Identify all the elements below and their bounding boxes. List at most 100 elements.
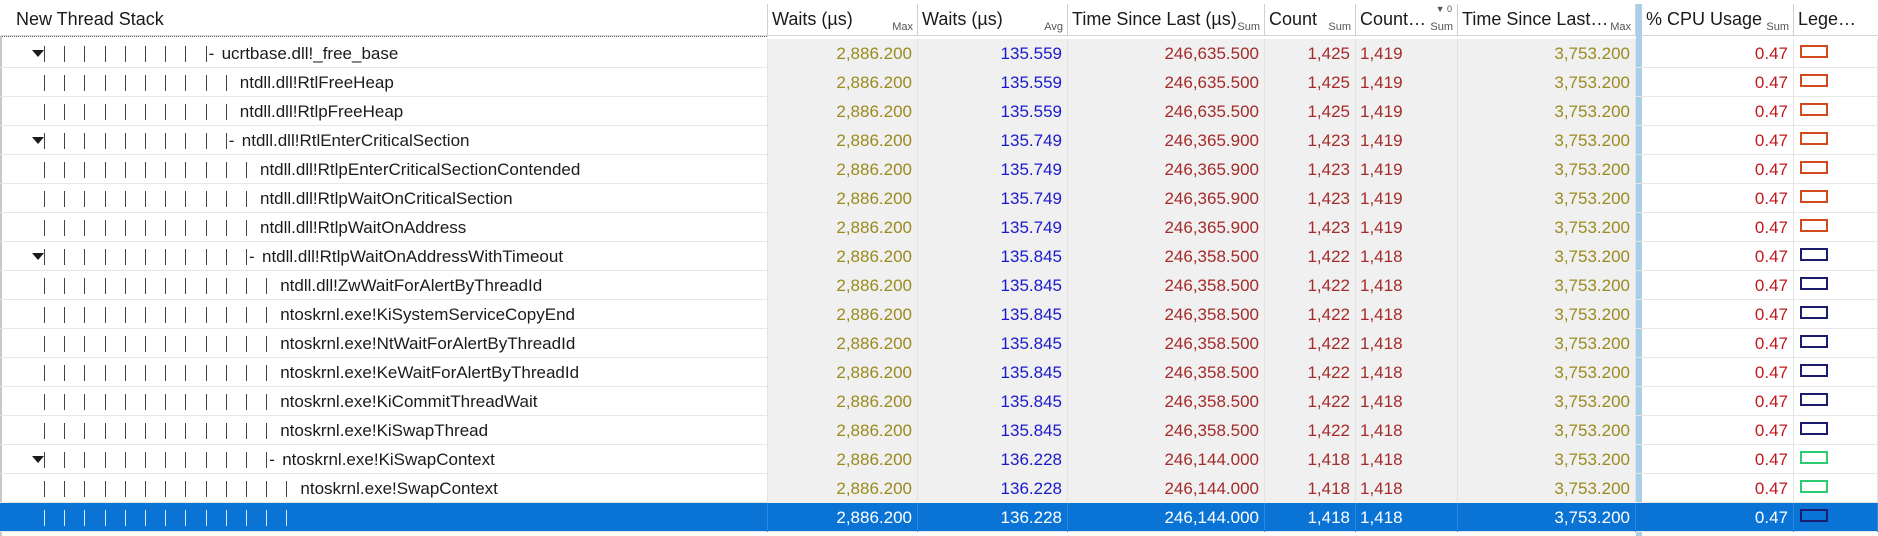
cell-stack[interactable]: - ntoskrnl.exe!KiSwapContext bbox=[12, 445, 768, 474]
tree-guide-line bbox=[145, 423, 146, 439]
cell-stack[interactable]: ntoskrnl.exe!KiSystemServiceCopyEnd bbox=[12, 300, 768, 329]
tree-guide-line bbox=[84, 394, 86, 410]
tree-guide-line bbox=[84, 365, 86, 381]
table-row[interactable]: ntoskrnl.exe!NtWaitForAlertByThreadId 2,8… bbox=[0, 329, 1878, 358]
col-header-agg: Max bbox=[892, 21, 913, 33]
table-row[interactable]: ntdll.dll!RtlFreeHeap 2,886.200 135.559 246… bbox=[0, 68, 1878, 97]
tree-guide-line bbox=[205, 162, 207, 178]
legend-swatch bbox=[1800, 277, 1828, 290]
cell-time-since-last-max: 3,753.200 bbox=[1458, 474, 1636, 503]
col-header-label: New Thread Stack bbox=[16, 9, 164, 29]
tree-guide-line bbox=[225, 365, 227, 381]
tree-guide-line bbox=[44, 249, 45, 265]
tree-guide-line bbox=[185, 307, 187, 323]
col-header-count-sum[interactable]: Count Sum bbox=[1265, 4, 1356, 36]
cell-time-since-last-max: 3,753.200 bbox=[1458, 155, 1636, 184]
cell-stack[interactable]: ntoskrnl.exe!NtWaitForAlertByThreadId bbox=[12, 329, 768, 358]
tree-guide-line bbox=[145, 191, 146, 207]
tree-guide-line bbox=[124, 510, 126, 526]
cell-stack[interactable]: ntdll.dll!RtlpWaitOnAddress bbox=[12, 213, 768, 242]
col-header-legend[interactable]: Lege… bbox=[1794, 4, 1878, 36]
table-row[interactable]: ntoskrnl.exe!KiCommitThreadWait 2,886.200… bbox=[0, 387, 1878, 416]
tree-guide-line bbox=[124, 249, 126, 265]
cell-waits-avg: 135.749 bbox=[918, 184, 1068, 213]
tree-guide-line bbox=[44, 452, 45, 468]
cell-stack[interactable]: ntoskrnl.exe!KeWaitForAlertByThreadId bbox=[12, 358, 768, 387]
cell-waits-avg: 135.749 bbox=[918, 213, 1068, 242]
cell-stack[interactable]: ntdll.dll!RtlpFreeHeap bbox=[12, 97, 768, 126]
tree-guide-line bbox=[104, 452, 106, 468]
tree-guide-line bbox=[165, 307, 167, 323]
stack-frame-label: ntoskrnl.exe!KiSwapThread bbox=[280, 421, 489, 440]
cell-waits-avg: 135.845 bbox=[918, 387, 1068, 416]
cell-stack[interactable]: - ntdll.dll!RtlEnterCriticalSection bbox=[12, 126, 768, 155]
cell-stack[interactable]: - ucrtbase.dll!_free_base bbox=[12, 39, 768, 68]
col-header-waits-max[interactable]: Waits (µs) Max bbox=[768, 4, 918, 36]
stack-frame-label: ntdll.dll!RtlpFreeHeap bbox=[239, 102, 404, 121]
tree-guide-line bbox=[84, 46, 86, 62]
cell-waits-avg: 135.749 bbox=[918, 126, 1068, 155]
col-header-time-since-last-sum[interactable]: Time Since Last (µs) Sum bbox=[1068, 4, 1265, 36]
table-row[interactable]: ntoskrnl.exe!SwapContext 2,886.200 136.228… bbox=[0, 474, 1878, 503]
tree-guide-line bbox=[266, 278, 268, 294]
col-header-time-since-last-max[interactable]: Time Since Last… Max bbox=[1458, 4, 1636, 36]
cell-cpu-usage: 0.47 bbox=[1642, 126, 1794, 155]
cell-stack[interactable]: ntoskrnl.exe!KiSwapThread bbox=[12, 416, 768, 445]
col-header-count2-sum[interactable]: Count… ▼ 0 Sum bbox=[1356, 4, 1458, 36]
table-row[interactable]: ntdll.dll!RtlpWaitOnAddress 2,886.200 135.… bbox=[0, 213, 1878, 242]
tree-guide-line bbox=[165, 510, 167, 526]
table-row[interactable]: ntdll.dll!RtlpWaitOnCriticalSection 2,886… bbox=[0, 184, 1878, 213]
table-row[interactable]: ntoskrnl.exe!KeWaitForAlertByThreadId 2,8… bbox=[0, 358, 1878, 387]
cell-waits-max: 2,886.200 bbox=[768, 271, 918, 300]
expand-collapse-icon[interactable] bbox=[32, 253, 44, 260]
cell-legend bbox=[1794, 329, 1878, 358]
tree-guide-line bbox=[286, 481, 288, 497]
expand-collapse-icon[interactable] bbox=[32, 137, 44, 144]
tree-guide-line bbox=[44, 104, 45, 120]
cell-waits-max: 2,886.200 bbox=[768, 329, 918, 358]
table-row[interactable]: ntdll.dll!ZwWaitForAlertByThreadId 2,886.… bbox=[0, 271, 1878, 300]
col-header-label: Count bbox=[1269, 9, 1318, 29]
cell-cpu-usage: 0.47 bbox=[1642, 300, 1794, 329]
col-header-waits-avg[interactable]: Waits (µs) Avg bbox=[918, 4, 1068, 36]
cell-stack[interactable]: ntdll.dll!RtlFreeHeap bbox=[12, 68, 768, 97]
table-row[interactable]: ntoskrnl.exe!KiSystemServiceCopyEnd 2,886… bbox=[0, 300, 1878, 329]
cell-stack[interactable]: ntdll.dll!RtlpEnterCriticalSectionConten… bbox=[12, 155, 768, 184]
tree-guide-line bbox=[104, 278, 106, 294]
cell-stack[interactable]: - ntdll.dll!RtlpWaitOnAddressWithTimeout bbox=[12, 242, 768, 271]
cell-time-since-last-max: 3,753.200 bbox=[1458, 39, 1636, 68]
cell-legend bbox=[1794, 387, 1878, 416]
tree-guide-line bbox=[205, 336, 207, 352]
tree-guide-line bbox=[165, 452, 167, 468]
cell-time-since-last-sum: 246,358.500 bbox=[1068, 358, 1265, 387]
stack-frame-label: ntdll.dll!RtlpWaitOnAddress bbox=[260, 218, 467, 237]
table-row[interactable]: ntdll.dll!RtlpEnterCriticalSectionConten… bbox=[0, 155, 1878, 184]
table-row[interactable]: ntdll.dll!RtlpFreeHeap 2,886.200 135.559 24… bbox=[0, 97, 1878, 126]
stack-frame-label: ucrtbase.dll!_free_base bbox=[221, 44, 399, 63]
table-row[interactable]: - ntdll.dll!RtlpWaitOnAddressWithTimeout 2… bbox=[0, 242, 1878, 271]
cell-count2-sum: 1,419 bbox=[1356, 39, 1458, 68]
table-row[interactable]: ntoskrnl.exe!KiSwapThread 2,886.200 135.84… bbox=[0, 416, 1878, 445]
tree-guide-line bbox=[64, 75, 66, 91]
cell-waits-avg: 135.559 bbox=[918, 97, 1068, 126]
cell-stack[interactable]: ntdll.dll!ZwWaitForAlertByThreadId bbox=[12, 271, 768, 300]
col-header-cpu-usage[interactable]: % CPU Usage Sum bbox=[1642, 4, 1794, 36]
tree-guide-line bbox=[104, 133, 106, 149]
tree-guide-line bbox=[185, 278, 187, 294]
legend-swatch bbox=[1800, 451, 1828, 464]
stack-frame-label: ntdll.dll!RtlFreeHeap bbox=[239, 73, 394, 92]
table-row[interactable]: - ntoskrnl.exe!KiSwapContext 2,886.200 136.… bbox=[0, 445, 1878, 474]
table-row[interactable]: - ntdll.dll!RtlEnterCriticalSection 2,886.… bbox=[0, 126, 1878, 155]
cell-count-sum: 1,422 bbox=[1265, 358, 1356, 387]
cell-stack[interactable]: ntdll.dll!RtlpWaitOnCriticalSection bbox=[12, 184, 768, 213]
cell-stack[interactable]: ntoskrnl.exe!KiCommitThreadWait bbox=[12, 387, 768, 416]
expand-collapse-icon[interactable] bbox=[32, 50, 44, 57]
cell-stack[interactable]: ntoskrnl.exe!SwapContext bbox=[12, 474, 768, 503]
col-header-stack[interactable]: New Thread Stack bbox=[12, 4, 768, 36]
tree-guide-line bbox=[104, 191, 106, 207]
expand-collapse-icon[interactable] bbox=[32, 456, 44, 463]
cell-stack[interactable] bbox=[12, 503, 768, 532]
table-row[interactable]: - ucrtbase.dll!_free_base 2,886.200 135.559… bbox=[0, 39, 1878, 68]
table-row-selected[interactable]: 2,886.200 136.228 246,144.000 1,418 1,418 3,7… bbox=[0, 503, 1878, 532]
